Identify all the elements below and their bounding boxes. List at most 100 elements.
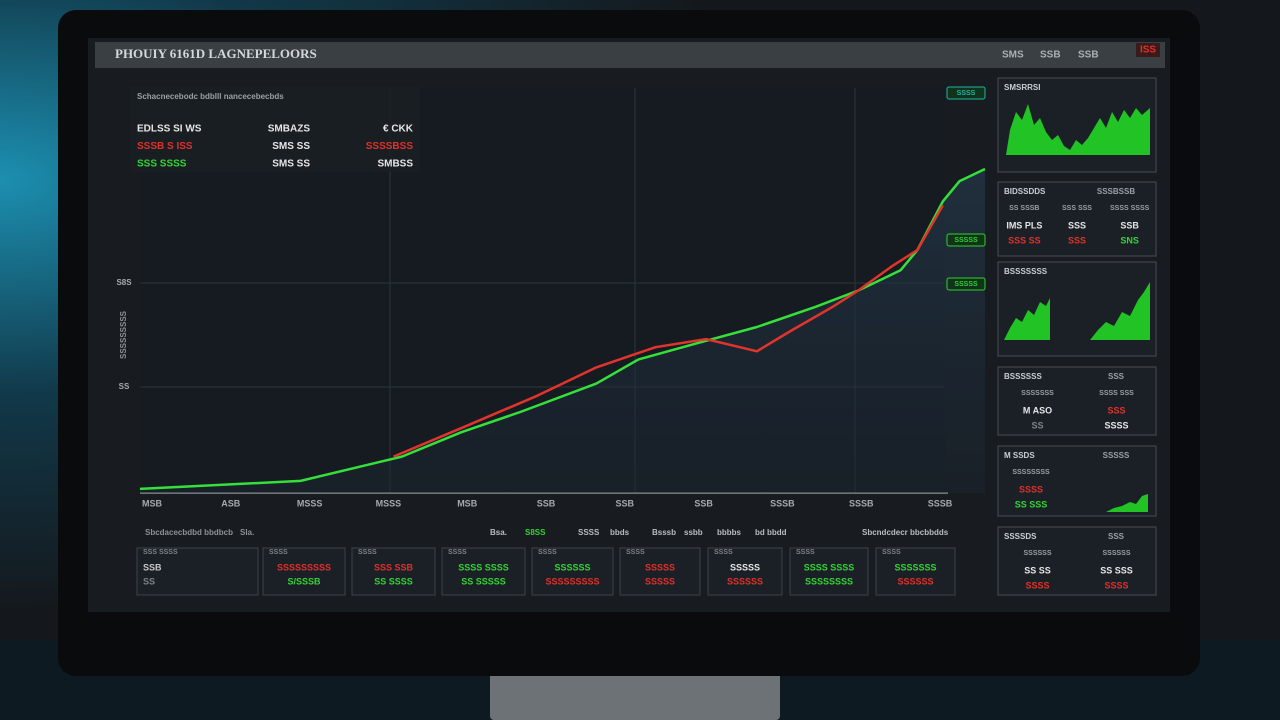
header-item: SSB — [1078, 50, 1099, 61]
panel-tag: SSSBSSB — [1097, 187, 1135, 196]
tile-value: SSSSSS — [897, 576, 933, 586]
tile-label: SSSS — [358, 549, 377, 556]
panel-column: SSSSSSSS — [1012, 469, 1050, 476]
panel-column: SSSSSS — [1023, 550, 1051, 557]
summary-cell: SSSB S ISS — [137, 141, 193, 152]
panel-cell: SSB — [1120, 220, 1139, 230]
x-tick-label: ASB — [221, 498, 241, 508]
tile-value: SSSSSSSS — [805, 576, 853, 586]
tile-label: SSSS — [448, 549, 467, 556]
panel-title: M SSDS — [1004, 451, 1035, 460]
x-tick-label: SSSB — [928, 498, 953, 508]
panel-cell: IMS PLS — [1006, 220, 1042, 230]
legend-item: Bsssb — [652, 528, 676, 537]
summary-cell: SSS SSSS — [137, 159, 187, 170]
panel-column: SSSS SSSS — [1110, 205, 1150, 212]
panel-tag: SSS — [1108, 372, 1125, 381]
panel-cell: SS SSS — [1015, 499, 1048, 509]
tile-label: SSS SSSS — [143, 549, 178, 556]
tile — [619, 547, 701, 596]
y-tick-label: S8S — [116, 278, 132, 287]
tile — [531, 547, 614, 596]
tile-label: SSSS — [796, 549, 815, 556]
tile — [707, 547, 783, 596]
tile-value: SS SSSSS — [461, 576, 506, 586]
panel-cell: SS — [1031, 420, 1043, 430]
x-tick-label: MSSS — [376, 498, 402, 508]
legend-item: Bsa. — [490, 528, 507, 537]
summary-cell: SMS SS — [272, 141, 310, 152]
summary-box — [130, 86, 420, 172]
summary-cell: SMBSS — [377, 159, 413, 170]
tile — [875, 547, 956, 596]
legend-item: ssbb — [684, 528, 703, 537]
y-tick-label: SS — [119, 382, 130, 391]
summary-heading: Schacnecebodc bdblll nancecebecbds — [137, 92, 284, 101]
legend-item: bd bbdd — [755, 528, 787, 537]
area — [140, 169, 985, 493]
panel-title: SSSSDS — [1004, 532, 1037, 541]
summary-cell: € CKK — [383, 124, 414, 135]
panel-cell: SS SS — [1024, 565, 1051, 575]
panel-column: SSSS SSS — [1099, 390, 1134, 397]
tile-label: SSSS — [626, 549, 645, 556]
legend-item: Sbcdacecbdbd bbdbcb — [145, 528, 233, 537]
legend-item: S8SS — [525, 528, 546, 537]
alert: ISS — [1140, 45, 1156, 56]
x-tick-label: SSB — [616, 498, 635, 508]
sparklines — [1004, 104, 1150, 512]
tile-value: SSSSSSS — [894, 562, 936, 572]
value-tag — [946, 86, 986, 100]
panel-cell: SSS — [1068, 220, 1086, 230]
sparkline — [1106, 494, 1148, 512]
tile-value: SSSSSS — [727, 576, 763, 586]
summary-cell: SMBAZS — [268, 124, 311, 135]
panel-cell: SS SSS — [1100, 565, 1133, 575]
panel-cell: SSSS — [1104, 420, 1128, 430]
tile — [262, 547, 346, 596]
x-tick-label: MSB — [457, 498, 478, 508]
panel-column: SSSSSS — [1102, 550, 1130, 557]
x-tick-label: SSB — [694, 498, 713, 508]
panel — [997, 366, 1157, 436]
value-tag-text: SSSS — [957, 90, 976, 97]
panel-tag: SSSSS — [1103, 451, 1130, 460]
header-item: SMS — [1002, 50, 1024, 61]
panel-title: BSSSSSSS — [1004, 267, 1048, 276]
value-tag — [946, 277, 986, 291]
panel-title: BIDSSDDS — [1004, 187, 1046, 196]
tile-value: S/SSSB — [287, 576, 321, 586]
sparkline — [1004, 298, 1050, 340]
monitor-stand — [490, 672, 780, 720]
tile-label: SSSS — [714, 549, 733, 556]
tile-value: SSSSSS — [554, 562, 590, 572]
tile — [351, 547, 436, 596]
header-item: SSB — [1040, 50, 1061, 61]
tile-value: SSS SSB — [374, 562, 414, 572]
legend-item: SSSS — [578, 528, 600, 537]
tile-value: SSSSSSSSS — [277, 562, 331, 572]
tile-value: SS — [143, 576, 155, 586]
sparkline — [1090, 282, 1150, 340]
tile-label: SSSS — [269, 549, 288, 556]
tile-value: SSB — [143, 562, 162, 572]
tile — [441, 547, 526, 596]
panel — [997, 181, 1157, 257]
sparkline — [1006, 104, 1150, 155]
panel-cell: M ASO — [1023, 405, 1052, 415]
panel-title: SMSRRSI — [1004, 83, 1040, 92]
y-axis-label: SSSSSSSSS — [119, 310, 128, 359]
summary-cell: SSSSBSS — [366, 141, 414, 152]
value-tag-text: SSSSS — [954, 281, 978, 288]
panel-cell: SNS — [1120, 235, 1139, 245]
x-tick-label: MSB — [142, 498, 163, 508]
legend-item: bbbbs — [717, 528, 742, 537]
line — [393, 204, 944, 458]
panel-tag: SSS — [1108, 532, 1125, 541]
value-tag — [946, 233, 986, 247]
panel-cell: SSS SS — [1008, 235, 1041, 245]
tile-value: SSSSS — [730, 562, 760, 572]
x-tick-label: SSSB — [849, 498, 874, 508]
